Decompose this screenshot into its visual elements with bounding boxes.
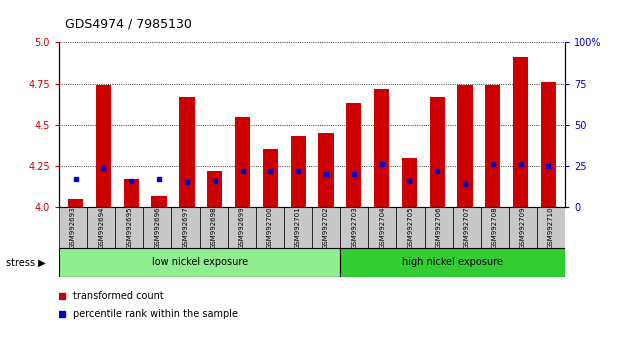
- Bar: [152, 195, 167, 207]
- Bar: [291, 136, 306, 207]
- Bar: [457, 85, 473, 207]
- Text: GSM992701: GSM992701: [295, 206, 301, 249]
- Bar: [430, 97, 445, 207]
- Bar: [481, 207, 509, 248]
- Bar: [513, 57, 528, 207]
- Bar: [425, 207, 453, 248]
- Text: low nickel exposure: low nickel exposure: [152, 257, 248, 267]
- Bar: [509, 207, 537, 248]
- Text: GSM992693: GSM992693: [70, 206, 76, 249]
- Text: GSM992697: GSM992697: [183, 206, 189, 249]
- Bar: [256, 207, 284, 248]
- Text: GSM992694: GSM992694: [98, 206, 104, 249]
- Bar: [453, 207, 481, 248]
- Bar: [143, 207, 171, 248]
- Text: GSM992704: GSM992704: [379, 206, 386, 249]
- Bar: [96, 85, 111, 207]
- Bar: [228, 207, 256, 248]
- Text: GSM992710: GSM992710: [548, 206, 554, 249]
- Text: GSM992700: GSM992700: [267, 206, 273, 249]
- Text: GSM992695: GSM992695: [126, 206, 132, 249]
- Text: GDS4974 / 7985130: GDS4974 / 7985130: [65, 17, 192, 30]
- Bar: [368, 207, 396, 248]
- Bar: [346, 103, 361, 207]
- Bar: [340, 207, 368, 248]
- Bar: [59, 248, 340, 277]
- Bar: [87, 207, 116, 248]
- Text: GSM992705: GSM992705: [407, 206, 414, 249]
- Bar: [171, 207, 199, 248]
- Bar: [312, 207, 340, 248]
- Text: GSM992702: GSM992702: [323, 206, 329, 249]
- Text: GSM992708: GSM992708: [492, 206, 498, 249]
- Bar: [207, 171, 222, 207]
- Bar: [340, 248, 565, 277]
- Bar: [68, 199, 83, 207]
- Text: high nickel exposure: high nickel exposure: [402, 257, 503, 267]
- Bar: [199, 207, 228, 248]
- Bar: [284, 207, 312, 248]
- Bar: [59, 207, 87, 248]
- Bar: [263, 149, 278, 207]
- Bar: [396, 207, 425, 248]
- Text: GSM992699: GSM992699: [238, 206, 245, 249]
- Bar: [116, 207, 143, 248]
- Text: transformed count: transformed count: [73, 291, 163, 301]
- Text: GSM992696: GSM992696: [155, 206, 160, 249]
- Bar: [179, 97, 194, 207]
- Bar: [485, 85, 501, 207]
- Bar: [402, 158, 417, 207]
- Bar: [374, 88, 389, 207]
- Text: GSM992706: GSM992706: [435, 206, 442, 249]
- Text: percentile rank within the sample: percentile rank within the sample: [73, 309, 238, 319]
- Bar: [541, 82, 556, 207]
- Bar: [319, 133, 333, 207]
- Text: GSM992698: GSM992698: [211, 206, 217, 249]
- Bar: [124, 179, 139, 207]
- Text: stress ▶: stress ▶: [6, 257, 46, 267]
- Text: GSM992707: GSM992707: [464, 206, 469, 249]
- Text: GSM992709: GSM992709: [520, 206, 526, 249]
- Bar: [235, 116, 250, 207]
- Text: GSM992703: GSM992703: [351, 206, 357, 249]
- Bar: [537, 207, 565, 248]
